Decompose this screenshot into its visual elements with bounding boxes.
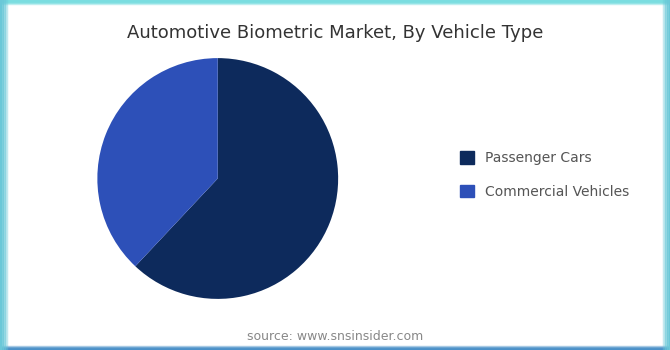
Wedge shape [97,58,218,266]
Text: Automotive Biometric Market, By Vehicle Type: Automotive Biometric Market, By Vehicle … [127,25,543,42]
Legend: Passenger Cars, Commercial Vehicles: Passenger Cars, Commercial Vehicles [446,138,643,212]
Text: source: www.snsinsider.com: source: www.snsinsider.com [247,330,423,343]
Wedge shape [135,58,338,299]
